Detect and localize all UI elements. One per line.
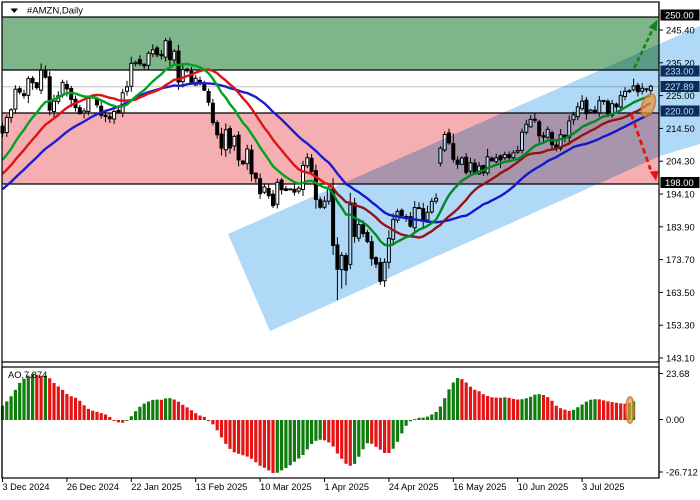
svg-text:#AMZN,Daily: #AMZN,Daily	[27, 6, 83, 17]
svg-text:23.68: 23.68	[666, 368, 689, 379]
svg-text:204.30: 204.30	[666, 156, 695, 167]
svg-text:143.10: 143.10	[666, 353, 695, 364]
svg-text:153.30: 153.30	[666, 320, 695, 331]
svg-text:10 Jun 2025: 10 Jun 2025	[518, 482, 569, 492]
svg-text:0.00: 0.00	[666, 414, 684, 425]
svg-text:-26.712: -26.712	[666, 467, 698, 478]
svg-text:AO,7.874: AO,7.874	[8, 370, 47, 380]
svg-text:3 Dec 2024: 3 Dec 2024	[3, 482, 50, 492]
svg-text:22 Jan 2025: 22 Jan 2025	[131, 482, 182, 492]
svg-text:173.70: 173.70	[666, 254, 695, 265]
svg-text:10 Mar 2025: 10 Mar 2025	[260, 482, 312, 492]
svg-text:183.90: 183.90	[666, 221, 695, 232]
svg-text:13 Feb 2025: 13 Feb 2025	[196, 482, 248, 492]
svg-text:26 Dec 2024: 26 Dec 2024	[67, 482, 119, 492]
svg-text:194.10: 194.10	[666, 189, 695, 200]
svg-text:24 Apr 2025: 24 Apr 2025	[389, 482, 439, 492]
svg-text:3 Jul 2025: 3 Jul 2025	[582, 482, 624, 492]
svg-text:250.00: 250.00	[665, 10, 694, 21]
svg-text:16 May 2025: 16 May 2025	[453, 482, 506, 492]
svg-text:198.00: 198.00	[665, 177, 694, 188]
svg-text:245.40: 245.40	[666, 25, 695, 36]
svg-text:163.50: 163.50	[666, 287, 695, 298]
svg-text:1 Apr 2025: 1 Apr 2025	[325, 482, 369, 492]
